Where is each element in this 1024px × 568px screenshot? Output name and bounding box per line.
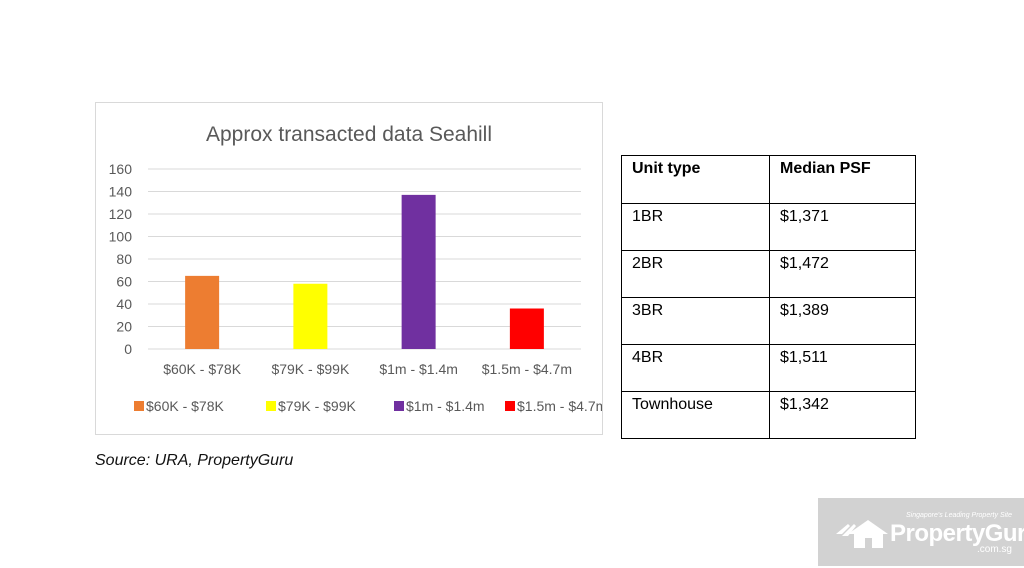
logo-tagline: Singapore's Leading Property Site — [905, 512, 1012, 519]
x-tick-label: $1.5m - $4.7m — [482, 361, 572, 377]
table-cell: $1,389 — [769, 297, 916, 345]
y-tick-label: 160 — [109, 161, 133, 177]
bar — [293, 283, 328, 349]
logo-domain: .com.sg — [976, 544, 1012, 555]
house-logo-icon — [836, 520, 888, 548]
legend-swatch — [394, 401, 404, 411]
legend-label: $60K - $78K — [146, 398, 224, 414]
x-tick-label: $1m - $1.4m — [379, 361, 458, 377]
y-tick-label: 40 — [116, 296, 132, 312]
table-cell: 2BR — [621, 250, 770, 298]
y-tick-label: 20 — [116, 319, 132, 335]
bar-chart: Approx transacted data Seahill 0 20 40 60 80 1… — [109, 123, 602, 414]
legend-swatch — [266, 401, 276, 411]
chart: Approx transacted data Seahill 0 20 40 60 80 1… — [95, 102, 603, 435]
legend-label: $79K - $99K — [278, 398, 356, 414]
bar — [509, 308, 544, 349]
table-row: Townhouse $1,342 — [621, 391, 916, 439]
table-cell: 1BR — [621, 203, 770, 251]
propertyguru-logo: Singapore's Leading Property Site Proper… — [818, 498, 1024, 566]
y-tick-label: 60 — [116, 274, 132, 290]
y-tick-label: 0 — [124, 341, 132, 357]
y-tick-label: 80 — [116, 251, 132, 267]
x-tick-label: $60K - $78K — [163, 361, 241, 377]
table-cell: 3BR — [621, 297, 770, 345]
median-psf-table: Unit type Median PSF 1BR $1,371 2BR $1,472 3BR… — [621, 155, 916, 439]
legend-swatch — [134, 401, 144, 411]
y-tick-label: 120 — [109, 206, 133, 222]
table-row: 1BR $1,371 — [621, 203, 916, 251]
table-cell: $1,511 — [769, 344, 916, 392]
column-header: Median PSF — [769, 155, 916, 204]
table-cell: $1,342 — [769, 391, 916, 439]
table-header-row: Unit type Median PSF — [621, 155, 916, 204]
logo-brand: PropertyGuru — [890, 520, 1024, 547]
column-header: Unit type — [621, 155, 770, 204]
legend-label: $1m - $1.4m — [406, 398, 485, 414]
table-cell: $1,371 — [769, 203, 916, 251]
bar — [185, 275, 220, 349]
y-tick-label: 140 — [109, 184, 133, 200]
legend-swatch — [505, 401, 515, 411]
bar — [401, 194, 436, 349]
table-row: 2BR $1,472 — [621, 250, 916, 298]
source-note: Source: URA, PropertyGuru — [95, 452, 294, 469]
table-cell: Townhouse — [621, 391, 770, 439]
table-row: 4BR $1,511 — [621, 344, 916, 392]
x-tick-label: $79K - $99K — [271, 361, 349, 377]
legend-label: $1.5m - $4.7m — [517, 398, 602, 414]
table-cell: $1,472 — [769, 250, 916, 298]
table-row: 3BR $1,389 — [621, 297, 916, 345]
chart-title: Approx transacted data Seahill — [206, 123, 492, 146]
table-cell: 4BR — [621, 344, 770, 392]
y-tick-label: 100 — [109, 229, 133, 245]
